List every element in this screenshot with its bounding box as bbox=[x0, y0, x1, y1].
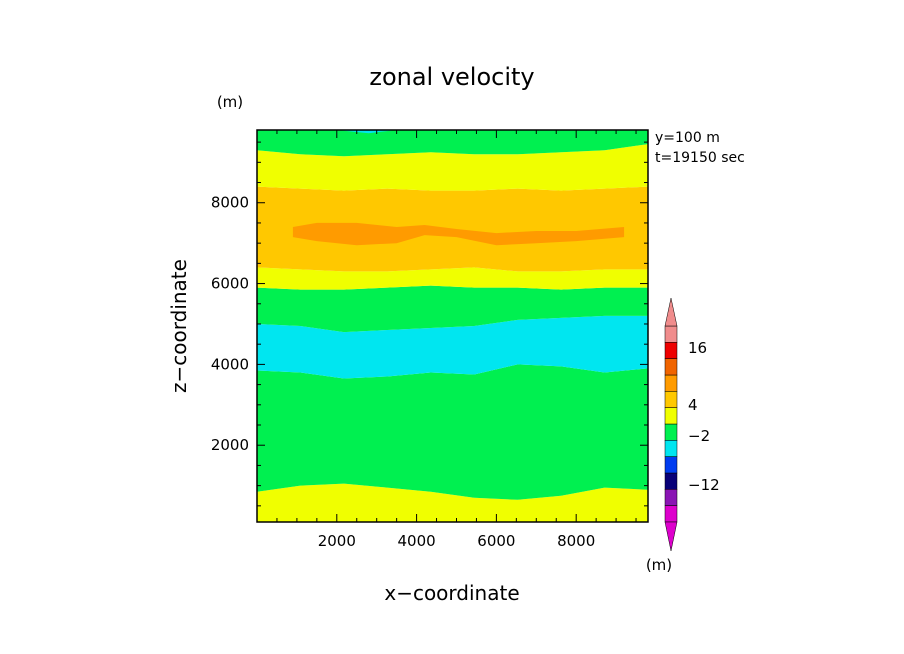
contour-yellow-bottom bbox=[257, 483, 648, 522]
x-tick-label: 8000 bbox=[557, 532, 595, 550]
colorbar-label-4: 4 bbox=[688, 396, 698, 414]
colorbar-segment-cyan bbox=[664, 440, 678, 457]
x-tick-label: 4000 bbox=[397, 532, 435, 550]
colorbar-segment-navy bbox=[664, 472, 678, 490]
x-tick-label: 6000 bbox=[477, 532, 515, 550]
contour-cyan-top bbox=[336, 130, 397, 134]
info-t: t=19150 sec bbox=[655, 150, 745, 166]
colorbar-segment-gold bbox=[664, 391, 678, 408]
axis-ticks: 2000 4000 6000 8000 2000 4000 6000 8000 bbox=[211, 130, 648, 550]
contour-green-top bbox=[257, 130, 648, 157]
colorbar-segment-yellow bbox=[664, 407, 678, 425]
contour-yellow-middle bbox=[257, 267, 648, 290]
contour-field bbox=[257, 130, 648, 522]
y-unit-label: (m) bbox=[217, 93, 243, 111]
contour-cyan bbox=[257, 315, 648, 379]
x-axis-label: x−coordinate bbox=[384, 581, 519, 605]
chart-title: zonal velocity bbox=[369, 63, 534, 91]
colorbar-segment-magenta bbox=[664, 505, 678, 523]
colorbar-label-16: 16 bbox=[688, 339, 707, 357]
colorbar-arrow-bottom bbox=[664, 521, 678, 552]
contour-green-middle bbox=[257, 285, 648, 333]
contour-orange bbox=[292, 222, 625, 246]
x-tick-label: 2000 bbox=[318, 532, 356, 550]
plot-frame bbox=[256, 129, 649, 523]
y-tick-label: 6000 bbox=[211, 275, 249, 293]
y-tick-label: 2000 bbox=[211, 436, 249, 454]
contour-yellow-upper bbox=[257, 144, 648, 191]
y-tick-label: 8000 bbox=[211, 194, 249, 212]
colorbar-segment-blue bbox=[664, 456, 678, 474]
colorbar-segment-red bbox=[664, 342, 678, 359]
colorbar-segment-orange bbox=[664, 374, 678, 392]
colorbar bbox=[664, 297, 678, 552]
colorbar-segment-darkorange bbox=[664, 358, 678, 376]
colorbar-label-neg12: −12 bbox=[688, 476, 720, 494]
colorbar-segment-green bbox=[664, 423, 678, 441]
colorbar-unit-label: (m) bbox=[646, 556, 672, 574]
y-tick-label: 4000 bbox=[211, 355, 249, 373]
y-axis-label: z−coordinate bbox=[167, 259, 191, 393]
colorbar-arrow-top bbox=[664, 297, 678, 327]
info-y: y=100 m bbox=[655, 130, 720, 146]
contour-green-lower bbox=[257, 364, 648, 500]
colorbar-segment-pink bbox=[664, 325, 678, 343]
colorbar-label-neg2: −2 bbox=[688, 427, 710, 445]
colorbar-segment-purple bbox=[664, 489, 678, 506]
